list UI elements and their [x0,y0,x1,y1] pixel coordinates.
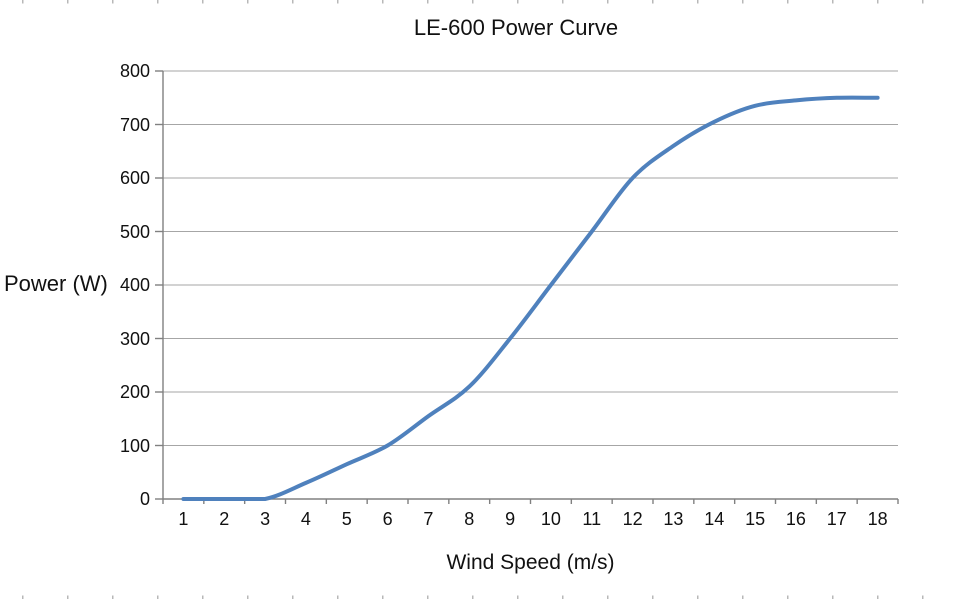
spreadsheet-gridline-stub [697,595,699,599]
spreadsheet-gridline-stub [67,595,69,599]
y-axis-title: Power (W) [4,271,108,296]
spreadsheet-gridline-stub [787,595,789,599]
spreadsheet-gridline-stub [787,0,789,4]
x-tick-label: 13 [663,509,684,529]
spreadsheet-gridline-stub [337,0,339,4]
y-tick-label: 200 [119,382,150,402]
spreadsheet-gridline-stub [202,595,204,599]
spreadsheet-gridline-stub [922,0,924,4]
spreadsheet-gridline-stub [652,595,654,599]
spreadsheet-gridline-stub [22,0,24,4]
x-tick-label: 7 [423,509,434,529]
spreadsheet-gridline-stub [742,595,744,599]
x-tick-label: 1 [178,509,189,529]
chart-title: LE-600 Power Curve [413,15,619,40]
x-axis-title: Wind Speed (m/s) [446,551,615,574]
power-curve-line [181,95,880,501]
y-tick-label: 0 [139,489,150,509]
x-tick-label: 2 [219,509,230,529]
spreadsheet-gridline-stub [247,0,249,4]
spreadsheet-gridline-stub [877,595,879,599]
x-tick-label: 12 [622,509,643,529]
spreadsheet-gridline-stub [22,595,24,599]
spreadsheet-gridline-stub [157,595,159,599]
y-tick-label: 800 [119,61,150,81]
spreadsheet-gridline-stub [67,0,69,4]
spreadsheet-gridline-stub [517,0,519,4]
x-tick-label: 8 [464,509,475,529]
spreadsheet-gridline-stub [202,0,204,4]
spreadsheet-gridline-stub [292,595,294,599]
x-tick-label: 14 [704,509,725,529]
spreadsheet-gridline-stub [742,0,744,4]
spreadsheet-gridline-stub [337,595,339,599]
y-tick-label: 400 [119,275,150,295]
spreadsheet-gridline-stub [832,0,834,4]
spreadsheet-gridline-stub [607,595,609,599]
spreadsheet-gridline-stub [607,0,609,4]
x-tick-label: 16 [785,509,806,529]
x-tick-label: 17 [826,509,847,529]
spreadsheet-gridline-stub [562,0,564,4]
y-tick-label: 500 [119,221,150,242]
x-tick-label: 9 [505,509,516,529]
x-tick-label: 15 [745,509,766,529]
spreadsheet-gridline-stub [112,0,114,4]
x-tick-label: 18 [867,509,888,529]
y-tick-label: 600 [119,168,150,188]
y-tick-label: 700 [119,114,150,135]
spreadsheet-gridline-stub [517,595,519,599]
spreadsheet-gridline-stub [157,0,159,4]
spreadsheet-gridline-stub [877,0,879,4]
spreadsheet-gridline-stub [382,595,384,599]
spreadsheet-gridline-stub [697,0,699,4]
spreadsheet-gridline-stub [292,0,294,4]
x-tick-label: 3 [260,509,271,529]
y-tick-label: 300 [119,328,150,349]
spreadsheet-gridline-stub [112,595,114,599]
spreadsheet-gridline-stub [247,595,249,599]
spreadsheet-gridline-stub [382,0,384,4]
x-tick-label: 10 [540,509,561,529]
spreadsheet-gridline-stub [427,0,429,4]
x-tick-label: 11 [582,509,602,529]
y-tick-label: 100 [119,435,150,456]
spreadsheet-gridline-stub [472,0,474,4]
spreadsheet-gridline-stub [832,595,834,599]
spreadsheet-gridline-stub [562,595,564,599]
x-tick-label: 5 [341,509,352,529]
spreadsheet-gridline-stub [427,595,429,599]
spreadsheet-gridline-stub [652,0,654,4]
spreadsheet-gridline-stub [472,595,474,599]
x-tick-label: 4 [300,509,311,529]
spreadsheet-gridline-stub [922,595,924,599]
x-tick-label: 6 [382,509,393,529]
